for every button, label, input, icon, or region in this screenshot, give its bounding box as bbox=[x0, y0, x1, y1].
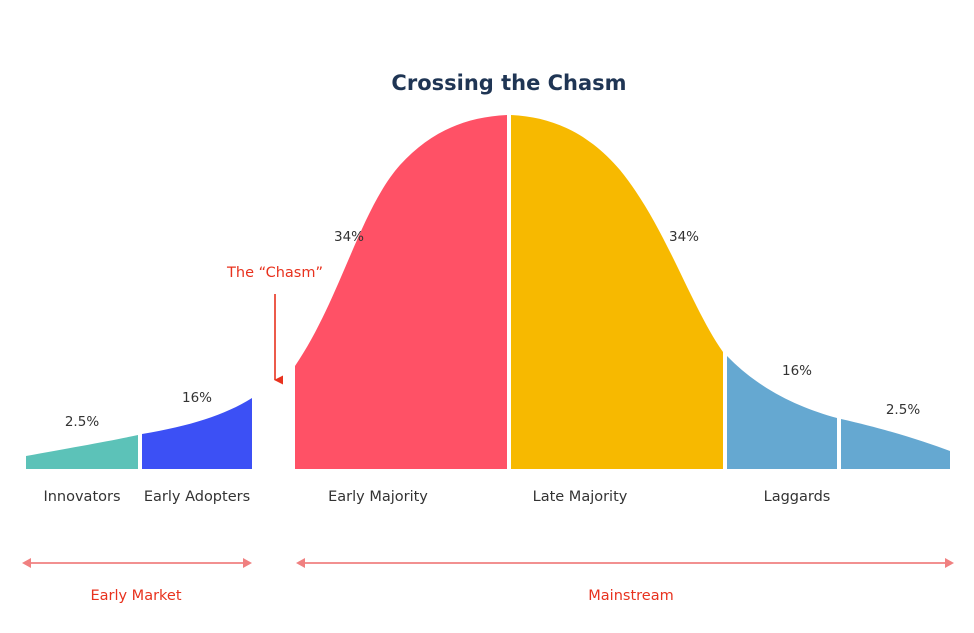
segment-tail-area bbox=[841, 419, 950, 469]
early-market-range-arrow bbox=[22, 558, 252, 568]
mainstream-label: Mainstream bbox=[588, 588, 673, 604]
chasm-label: The “Chasm” bbox=[226, 265, 323, 281]
segment-label-early-adopters: Early Adopters bbox=[144, 489, 250, 505]
segment-label-late-majority: Late Majority bbox=[533, 489, 628, 505]
percent-early-majority: 34% bbox=[334, 229, 364, 245]
segment-label-laggards: Laggards bbox=[764, 489, 831, 505]
segment-label-innovators: Innovators bbox=[43, 489, 120, 505]
percent-late-majority: 34% bbox=[669, 229, 699, 245]
percent-early-adopters: 16% bbox=[182, 390, 212, 406]
segment-late-majority-area bbox=[511, 115, 723, 469]
percent-laggards: 16% bbox=[782, 363, 812, 379]
percent-tail: 2.5% bbox=[886, 402, 920, 418]
diagram-title: Crossing the Chasm bbox=[391, 71, 626, 95]
mainstream-range-arrow bbox=[296, 558, 954, 568]
segment-early-adopters-area bbox=[142, 398, 252, 469]
percent-innovators: 2.5% bbox=[65, 414, 99, 430]
early-market-label: Early Market bbox=[90, 588, 181, 604]
segment-early-majority-area bbox=[295, 115, 507, 469]
segment-label-early-majority: Early Majority bbox=[328, 489, 428, 505]
segment-innovators-area bbox=[26, 435, 138, 469]
segment-laggards-area bbox=[727, 356, 837, 469]
